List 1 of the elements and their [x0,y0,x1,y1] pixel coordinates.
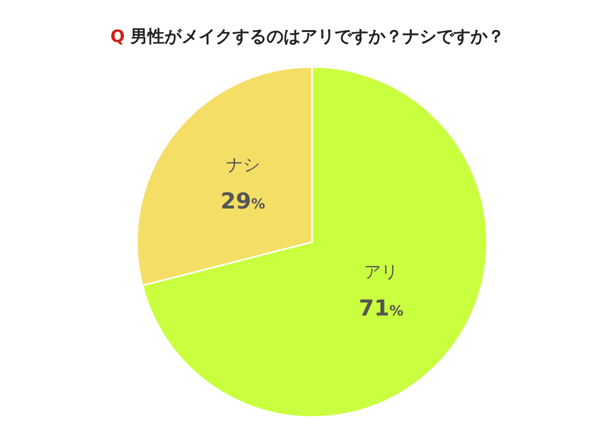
title: Q 男性がメイクするのはアリですか？ナシですか？ [110,27,505,47]
